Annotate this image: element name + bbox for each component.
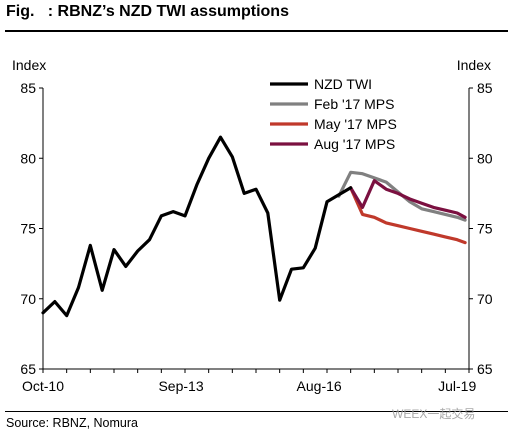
legend-label-aug-17-mps: Aug '17 MPS	[314, 136, 395, 152]
series-line-aug-17-mps	[349, 179, 467, 219]
y-tick-label-left: 80	[20, 150, 36, 166]
source-note: Source: RBNZ, Nomura	[6, 416, 138, 430]
y-tick-label-right: 85	[477, 80, 493, 96]
legend-label-nzd-twi: NZD TWI	[314, 76, 372, 92]
y-tick-label-right: 70	[477, 291, 493, 307]
y-tick-label-right: 80	[477, 150, 493, 166]
x-tick-label: Oct-10	[22, 378, 64, 394]
y-tick-label-right: 65	[477, 361, 493, 377]
series-layer	[41, 135, 467, 318]
y-tick-label-right: 75	[477, 221, 493, 237]
legend-label-feb-17-mps: Feb '17 MPS	[314, 96, 395, 112]
y-tick-label-left: 70	[20, 291, 36, 307]
y-tick-label-left: 65	[20, 361, 36, 377]
figure-title: Fig. : RBNZ’s NZD TWI assumptions	[6, 3, 289, 20]
y-axis-label-left: Index	[12, 57, 46, 73]
legend-label-may-17-mps: May '17 MPS	[314, 116, 397, 132]
x-tick-label: Jul-19	[438, 378, 476, 394]
watermark: WEEX一起交易	[392, 407, 476, 421]
source-rule	[5, 411, 508, 412]
axes: 65 65 70 70 75 75 80 80 85 85 Oct-10 Sep-13 Aug-16 Ju…	[12, 57, 493, 394]
y-tick-label-left: 75	[20, 221, 36, 237]
x-tick-label: Sep-13	[158, 378, 203, 394]
legend: NZD TWI Feb '17 MPS May '17 MPS Aug '17 MPS	[270, 76, 397, 152]
series-line-may-17-mps	[349, 186, 467, 245]
x-tick-label: Aug-16	[297, 378, 342, 394]
title-rule	[5, 30, 508, 32]
y-axis-label-right: Index	[457, 57, 491, 73]
series-line-nzd-twi	[41, 135, 353, 318]
y-tick-label-left: 85	[20, 80, 36, 96]
